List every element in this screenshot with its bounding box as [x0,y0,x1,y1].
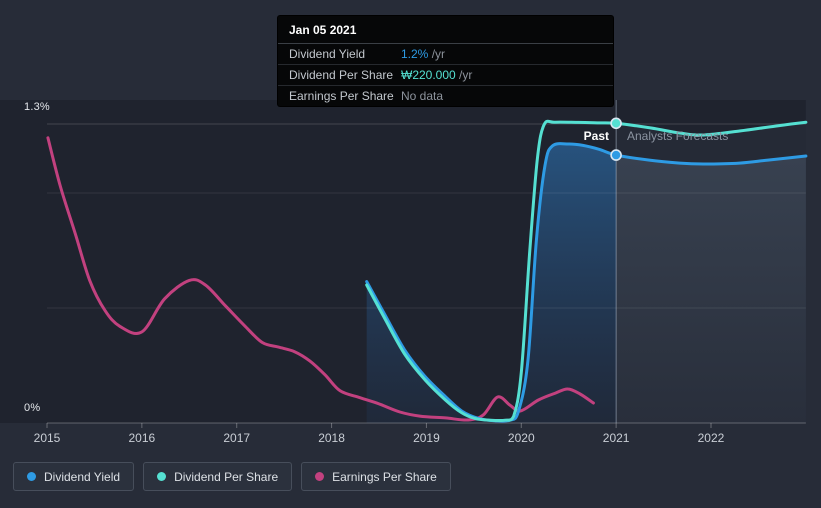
y-axis-max-label: 1.3% [24,101,50,113]
y-axis-min-label: 0% [24,402,41,414]
chart-legend: Dividend Yield Dividend Per Share Earnin… [13,462,451,491]
past-label: Past [583,129,609,143]
dps-marker-dot[interactable] [610,117,622,130]
legend-item-dividend-yield[interactable]: Dividend Yield [13,462,135,491]
legend-label: Dividend Per Share [174,469,279,484]
earnings-per-share-swatch-icon [315,472,325,481]
tooltip-row-label: Earnings Per Share [289,89,394,103]
x-axis-label: 2019 [413,431,440,445]
tooltip-row-label: Dividend Per Share [289,68,394,82]
analysts-forecasts-label: Analysts Forecasts [627,129,729,143]
tooltip-row-unit: /yr [455,68,473,82]
legend-item-earnings-per-share[interactable]: Earnings Per Share [301,462,451,491]
tooltip-row-value-wrap: No data [401,89,443,103]
legend-item-dividend-per-share[interactable]: Dividend Per Share [143,462,293,491]
chart-tooltip: Jan 05 2021 Dividend Yield 1.2% /yr Divi… [278,16,613,106]
past-area [366,143,617,423]
tooltip-row-label: Dividend Yield [289,47,366,61]
tooltip-row-value-wrap: 1.2% /yr [401,47,445,61]
tooltip-row-value: ₩220.000 [401,68,456,82]
x-axis-label: 2020 [507,431,535,445]
x-axis-label: 2018 [318,431,345,445]
tooltip-row-earnings-per-share: Earnings Per Share No data [278,86,613,106]
tooltip-row-value: No data [401,89,444,103]
tooltip-row-dividend-yield: Dividend Yield 1.2% /yr [278,44,613,65]
dy-forecast-area [616,155,806,423]
dy-marker-dot[interactable] [610,149,622,161]
x-axis-label: 2017 [223,431,251,445]
tooltip-row-unit: /yr [428,47,446,61]
tooltip-row-value-wrap: ₩220.000 /yr [401,68,472,82]
legend-label: Dividend Yield [44,469,121,484]
dividend-yield-swatch-icon [27,472,36,481]
legend-label: Earnings Per Share [332,469,437,484]
tooltip-row-dividend-per-share: Dividend Per Share ₩220.000 /yr [278,65,613,86]
x-axis-label: 2015 [33,431,61,445]
dps-line [365,119,808,423]
dividend-per-share-swatch-icon [157,472,167,481]
tooltip-row-value: 1.2% [401,47,429,61]
x-axis-label: 2016 [128,431,156,445]
x-axis-label: 2021 [602,431,630,445]
x-axis-label: 2022 [697,431,725,445]
dy-line [365,142,808,423]
tooltip-date: Jan 05 2021 [278,16,613,44]
